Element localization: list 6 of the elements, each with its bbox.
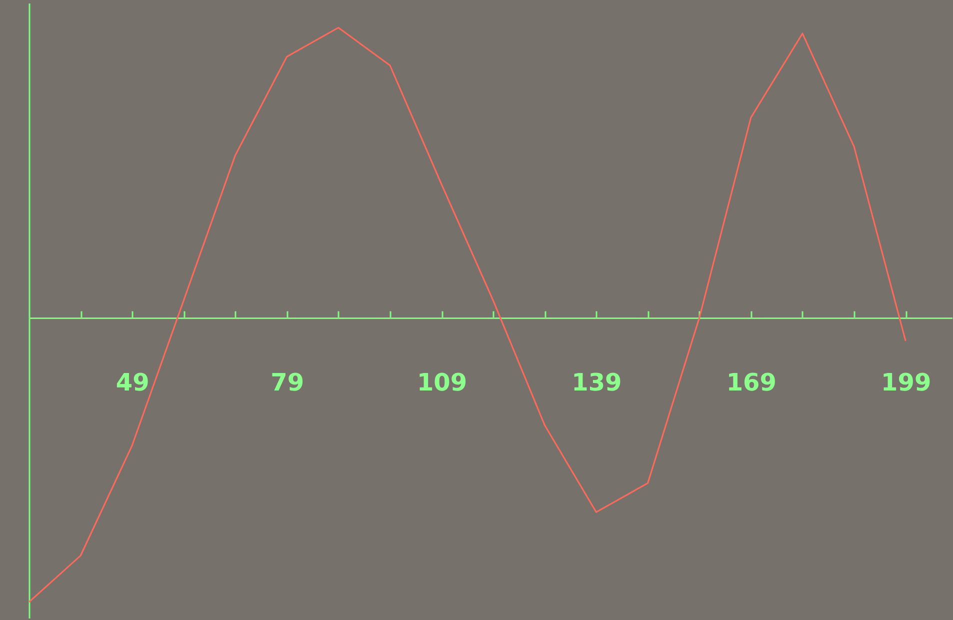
x-tick-label: 199 bbox=[881, 368, 932, 396]
x-tick-label: 139 bbox=[572, 368, 622, 396]
x-tick-label: 109 bbox=[416, 368, 468, 396]
x-tick-label: 79 bbox=[270, 368, 304, 396]
x-tick-label: 49 bbox=[116, 368, 150, 396]
x-tick-label: 169 bbox=[726, 368, 776, 396]
